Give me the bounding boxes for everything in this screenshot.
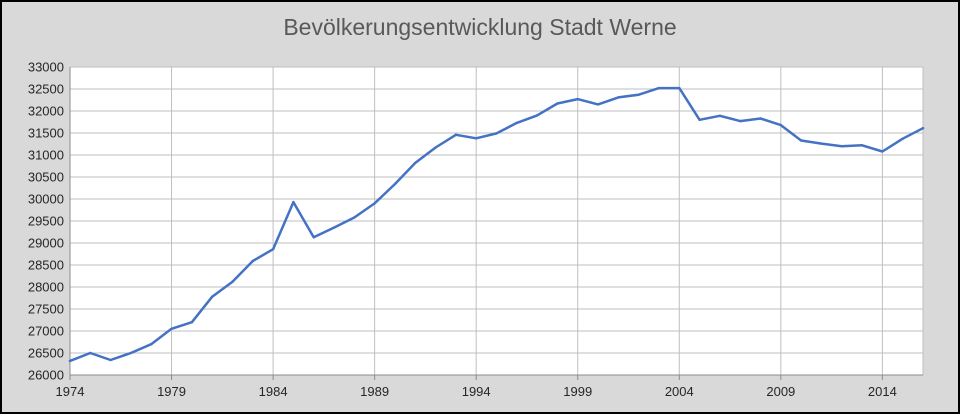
data-point: [840, 145, 843, 148]
data-point: [535, 114, 539, 117]
x-tick-label: 1984: [259, 384, 288, 399]
y-tick-label: 31000: [28, 148, 64, 163]
data-point: [617, 96, 620, 99]
y-tick-label: 30500: [28, 170, 64, 185]
axes: 26000 26500 27000 27500 28000 28500 29000 29500…: [28, 60, 923, 399]
data-point: [210, 295, 214, 298]
x-tick-label: 1974: [56, 384, 85, 399]
data-point: [373, 202, 376, 205]
data-point: [556, 102, 559, 105]
data-point: [109, 358, 112, 362]
data-point: [921, 126, 925, 130]
data-point: [68, 359, 72, 363]
x-tick-label: 2009: [766, 384, 795, 399]
x-tick-label: 1989: [360, 384, 389, 399]
data-point: [779, 123, 783, 127]
data-point: [657, 86, 661, 90]
data-point: [698, 118, 701, 122]
data-point: [637, 93, 640, 96]
y-tick-label: 26000: [28, 368, 64, 383]
y-tick-label: 32000: [28, 104, 64, 119]
y-tick-label: 29000: [28, 236, 64, 251]
x-tick-label: 1999: [563, 384, 592, 399]
x-tick-label: 2004: [665, 384, 694, 399]
data-point: [393, 182, 397, 186]
data-point: [576, 97, 579, 101]
data-point: [799, 139, 803, 142]
y-tick-label: 28500: [28, 258, 64, 273]
data-point: [353, 216, 356, 219]
y-tick-label: 32500: [28, 82, 64, 97]
data-point: [739, 119, 742, 123]
data-point: [495, 132, 498, 135]
y-tick-label: 27000: [28, 324, 64, 339]
y-tick-label: 30000: [28, 192, 64, 207]
data-point: [596, 103, 600, 106]
data-point: [170, 327, 173, 330]
data-point: [129, 351, 133, 355]
data-point: [515, 121, 519, 125]
x-tick-label: 2014: [868, 384, 897, 399]
data-point: [332, 226, 336, 229]
data-point: [312, 236, 315, 239]
data-point: [860, 144, 864, 147]
x-tick-label: 1994: [462, 384, 491, 399]
y-tick-label: 31500: [28, 126, 64, 141]
series-layer: [68, 86, 925, 363]
data-point: [89, 351, 92, 355]
data-point: [881, 150, 884, 153]
data-point: [901, 137, 904, 140]
data-point: [231, 280, 234, 283]
y-tick-label: 29500: [28, 214, 64, 229]
y-tick-label: 33000: [28, 60, 64, 75]
data-point: [759, 117, 762, 120]
x-tick-label: 1979: [157, 384, 186, 399]
data-point: [678, 86, 681, 90]
data-point: [251, 259, 254, 263]
data-point: [271, 247, 275, 251]
data-point: [190, 321, 194, 324]
data-point: [820, 142, 823, 145]
data-point: [434, 146, 437, 149]
data-point: [414, 161, 417, 165]
chart-title: Bevölkerungsentwicklung Stadt Werne: [283, 14, 677, 40]
data-point: [150, 343, 153, 346]
y-tick-label: 26500: [28, 346, 64, 361]
data-point: [454, 133, 458, 136]
y-tick-label: 27500: [28, 302, 64, 317]
data-point: [292, 200, 295, 204]
data-point: [474, 137, 478, 140]
y-tick-label: 28000: [28, 280, 64, 295]
data-point: [718, 114, 722, 118]
